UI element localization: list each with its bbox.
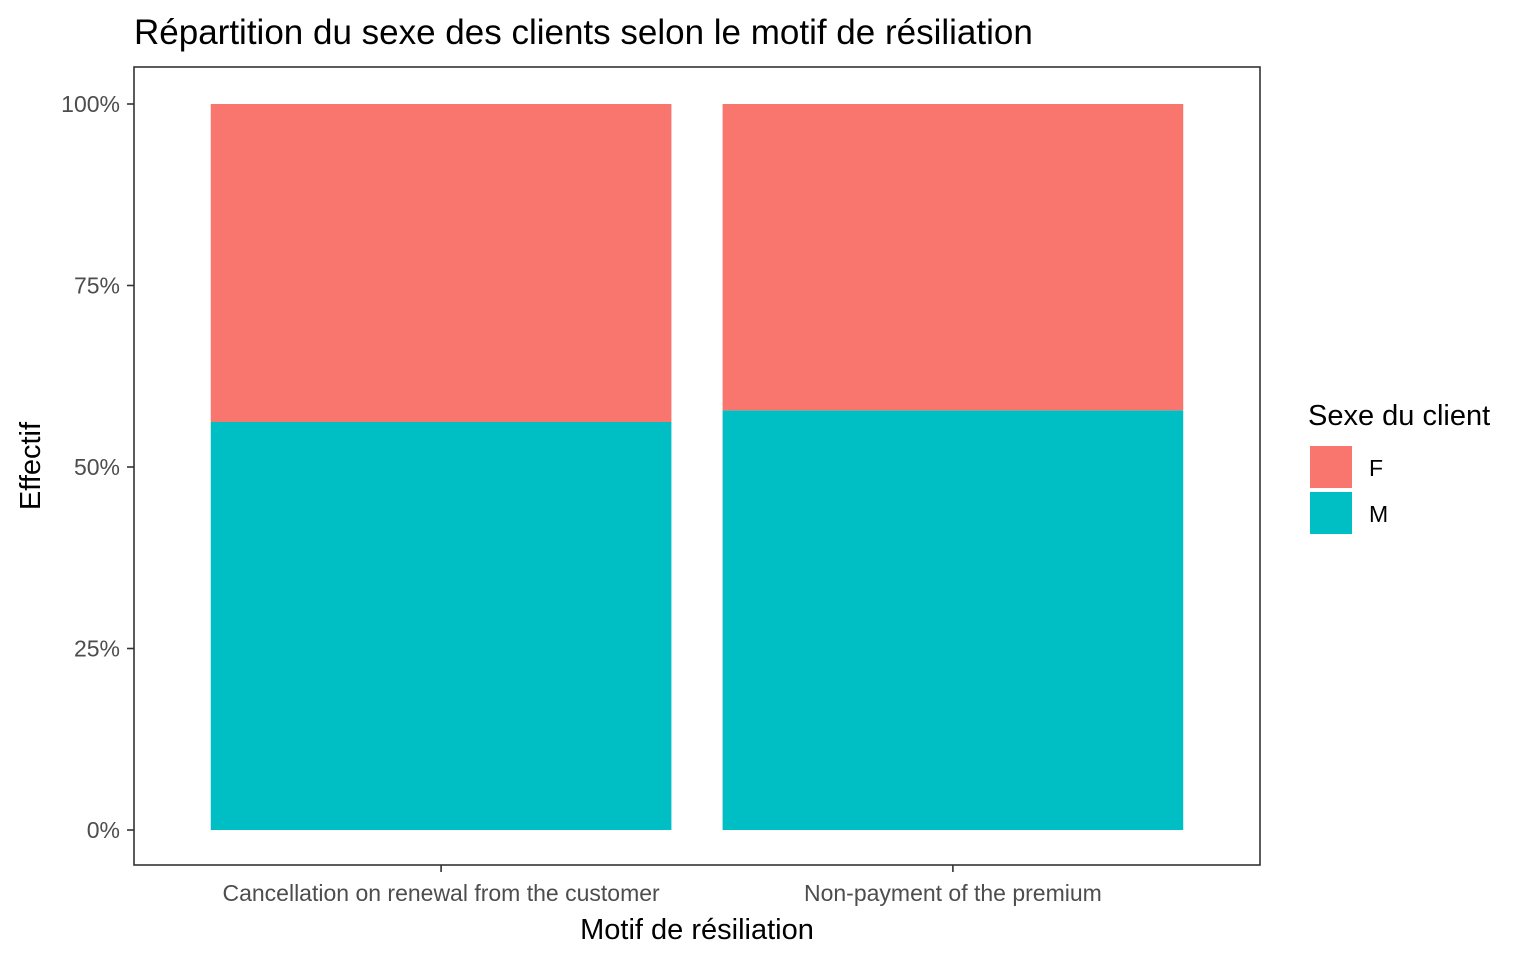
legend-key-m xyxy=(1310,492,1352,534)
y-tick-label: 50% xyxy=(74,454,120,480)
legend: FM xyxy=(1310,446,1388,534)
y-tick-label: 100% xyxy=(61,91,120,117)
bar-m-1 xyxy=(722,410,1184,830)
x-axis: Cancellation on renewal from the custome… xyxy=(222,865,1102,906)
y-axis: 0% 25% 50% 75% 100% xyxy=(61,91,134,843)
x-tick-label: Non-payment of the premium xyxy=(804,880,1102,906)
bars-group xyxy=(210,104,1184,830)
legend-label-f: F xyxy=(1369,455,1383,481)
legend-label-m: M xyxy=(1369,501,1388,527)
y-axis-title: Effectif xyxy=(15,421,47,510)
y-tick-label: 75% xyxy=(74,273,120,299)
bar-m-0 xyxy=(210,421,672,830)
bar-f-1 xyxy=(722,104,1184,411)
x-tick-label: Cancellation on renewal from the custome… xyxy=(222,880,660,906)
legend-key-f xyxy=(1310,446,1352,488)
y-tick-label: 25% xyxy=(74,636,120,662)
bar-f-0 xyxy=(210,104,672,422)
y-tick-label: 0% xyxy=(87,817,120,843)
legend-title: Sexe du client xyxy=(1308,400,1490,432)
x-axis-title: Motif de résiliation xyxy=(580,914,814,946)
chart-title: Répartition du sexe des clients selon le… xyxy=(134,13,1033,52)
